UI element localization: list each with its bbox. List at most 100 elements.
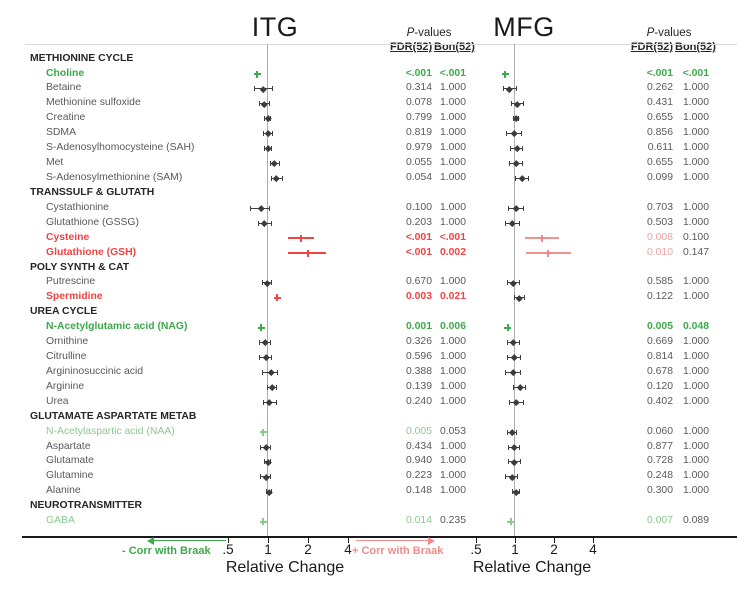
fdr-pvalue: 0.060	[646, 425, 673, 437]
pvalue-cell-mfg: 0.669 1.000	[625, 335, 739, 350]
pvalue-cell-itg: 0.001 0.006	[390, 320, 468, 335]
fdr-pvalue: 0.314	[405, 82, 432, 94]
bon-pvalue: 1.000	[682, 485, 709, 497]
fdr-pvalue: 0.819	[405, 127, 432, 139]
ci-cap	[522, 161, 524, 167]
forest-cell-mfg	[468, 171, 625, 186]
ci-cap	[507, 280, 509, 286]
fdr-pvalue: 0.585	[646, 276, 673, 288]
ci-cap	[263, 131, 265, 137]
ci-cap	[259, 444, 261, 450]
category-label: METHIONINE CYCLE	[30, 52, 134, 64]
forest-cell-itg	[222, 365, 390, 380]
label-cell: Choline	[0, 67, 222, 82]
ci-cap	[518, 444, 520, 450]
fdr-pvalue: 0.001	[405, 321, 432, 333]
category-row: UREA CYCLE	[0, 305, 739, 320]
bon-pvalue: 1.000	[439, 351, 466, 363]
point-marker	[508, 219, 516, 227]
fdr-pvalue: <.001	[405, 231, 432, 243]
ci-cap	[259, 474, 261, 480]
forest-cell-mfg	[468, 410, 625, 425]
pos-corr-arrow	[356, 540, 428, 541]
forest-cell-mfg	[468, 246, 625, 261]
plus-marker	[259, 518, 267, 526]
pvalue-cell-mfg: 0.655 1.000	[625, 111, 739, 126]
ci-cap	[513, 384, 515, 390]
label-cell: Urea	[0, 395, 222, 410]
metabolite-row: Alanine 0.148 1.000 0.300 1.000	[0, 484, 739, 499]
ci-cap	[269, 340, 271, 346]
ci-cap	[257, 220, 259, 226]
forest-cell-itg	[222, 186, 390, 201]
category-label: POLY SYNTH & CAT	[30, 261, 130, 273]
bon-pvalue: 1.000	[682, 336, 709, 348]
pvalue-cell-itg: 0.100 1.000	[390, 201, 468, 216]
pvalue-cell-itg: <.001 <.001	[390, 231, 468, 246]
metabolite-row: Betaine 0.314 1.000 0.262 1.000	[0, 81, 739, 96]
metabolite-row: N-Acetylglutamic acid (NAG) 0.001 0.006 0.0…	[0, 320, 739, 335]
label-cell: Glutamine	[0, 469, 222, 484]
point-marker	[263, 279, 271, 287]
ci-cap	[512, 489, 514, 495]
bon-pvalue: 1.000	[682, 455, 709, 467]
fdr-pvalue: 0.728	[646, 455, 673, 467]
ci-cap	[259, 340, 261, 346]
forest-cell-itg	[222, 201, 390, 216]
ci-cap	[507, 429, 509, 435]
fdr-pvalue: 0.799	[405, 112, 432, 124]
ci-cap	[523, 295, 525, 301]
pvalue-cell-itg	[390, 186, 468, 201]
point-marker	[272, 175, 280, 182]
bon-pvalue: 1.000	[682, 276, 709, 288]
label-cell: Spermidine	[0, 290, 222, 305]
forest-cell-itg	[222, 305, 390, 320]
point-marker	[509, 369, 516, 376]
forest-cell-mfg	[468, 514, 625, 529]
plus-marker-vbar	[541, 234, 544, 242]
pvalue-cell-itg	[390, 410, 468, 425]
forest-cell-mfg	[468, 156, 625, 171]
x-axis-tick	[268, 538, 269, 543]
bon-pvalue: 0.006	[439, 321, 466, 333]
metabolite-label: Met	[46, 157, 64, 169]
metabolite-label: Glutamine	[46, 470, 94, 482]
forest-cell-itg	[222, 246, 390, 261]
pvalues-title-p: P	[406, 27, 415, 39]
x-axis-tick-label: .5	[470, 542, 482, 557]
x-axis-tick	[308, 538, 309, 543]
forest-cell-mfg	[468, 395, 625, 410]
forest-cell-mfg	[468, 216, 625, 231]
ci-cap	[518, 280, 520, 286]
bon-pvalue: 1.000	[682, 112, 709, 124]
ci-cap	[519, 355, 521, 361]
forest-cell-itg	[222, 335, 390, 350]
x-axis-line	[22, 536, 737, 538]
forest-rows: METHIONINE CYCLE Choline <.001 <.001 <.001 <.…	[0, 52, 739, 530]
forest-cell-mfg	[468, 290, 625, 305]
pos-corr-legend: + Corr with Braak	[352, 545, 444, 557]
pvalue-cell-mfg: 0.585 1.000	[625, 275, 739, 290]
metabolite-row: Glutamine 0.223 1.000 0.248 1.000	[0, 469, 739, 484]
ci-cap	[519, 459, 521, 465]
bon-pvalue: <.001	[439, 67, 466, 79]
plus-marker	[253, 70, 261, 78]
bon-pvalue: 1.000	[439, 276, 466, 288]
metabolite-label: Glutathione (GSSG)	[46, 216, 139, 228]
fdr-pvalue: 0.262	[646, 82, 673, 94]
point-marker	[267, 369, 275, 376]
pvalue-cell-mfg	[625, 186, 739, 201]
neg-corr-legend: - Corr with Braak	[122, 545, 211, 557]
plus-marker-vbar	[300, 234, 302, 242]
pvalue-cell-itg: 0.979 1.000	[390, 141, 468, 156]
ci-cap	[261, 280, 263, 286]
fdr-pvalue: 0.100	[405, 201, 432, 213]
point-marker	[508, 428, 516, 436]
bon-pvalue: 1.000	[682, 440, 709, 452]
metabolite-label: N-Acetylglutamic acid (NAG)	[46, 321, 188, 333]
forest-cell-mfg	[468, 111, 625, 126]
point-marker	[268, 384, 276, 391]
ci-cap	[276, 399, 278, 405]
pvalue-cell-mfg: 0.120 1.000	[625, 380, 739, 395]
pvalue-cell-mfg	[625, 305, 739, 320]
